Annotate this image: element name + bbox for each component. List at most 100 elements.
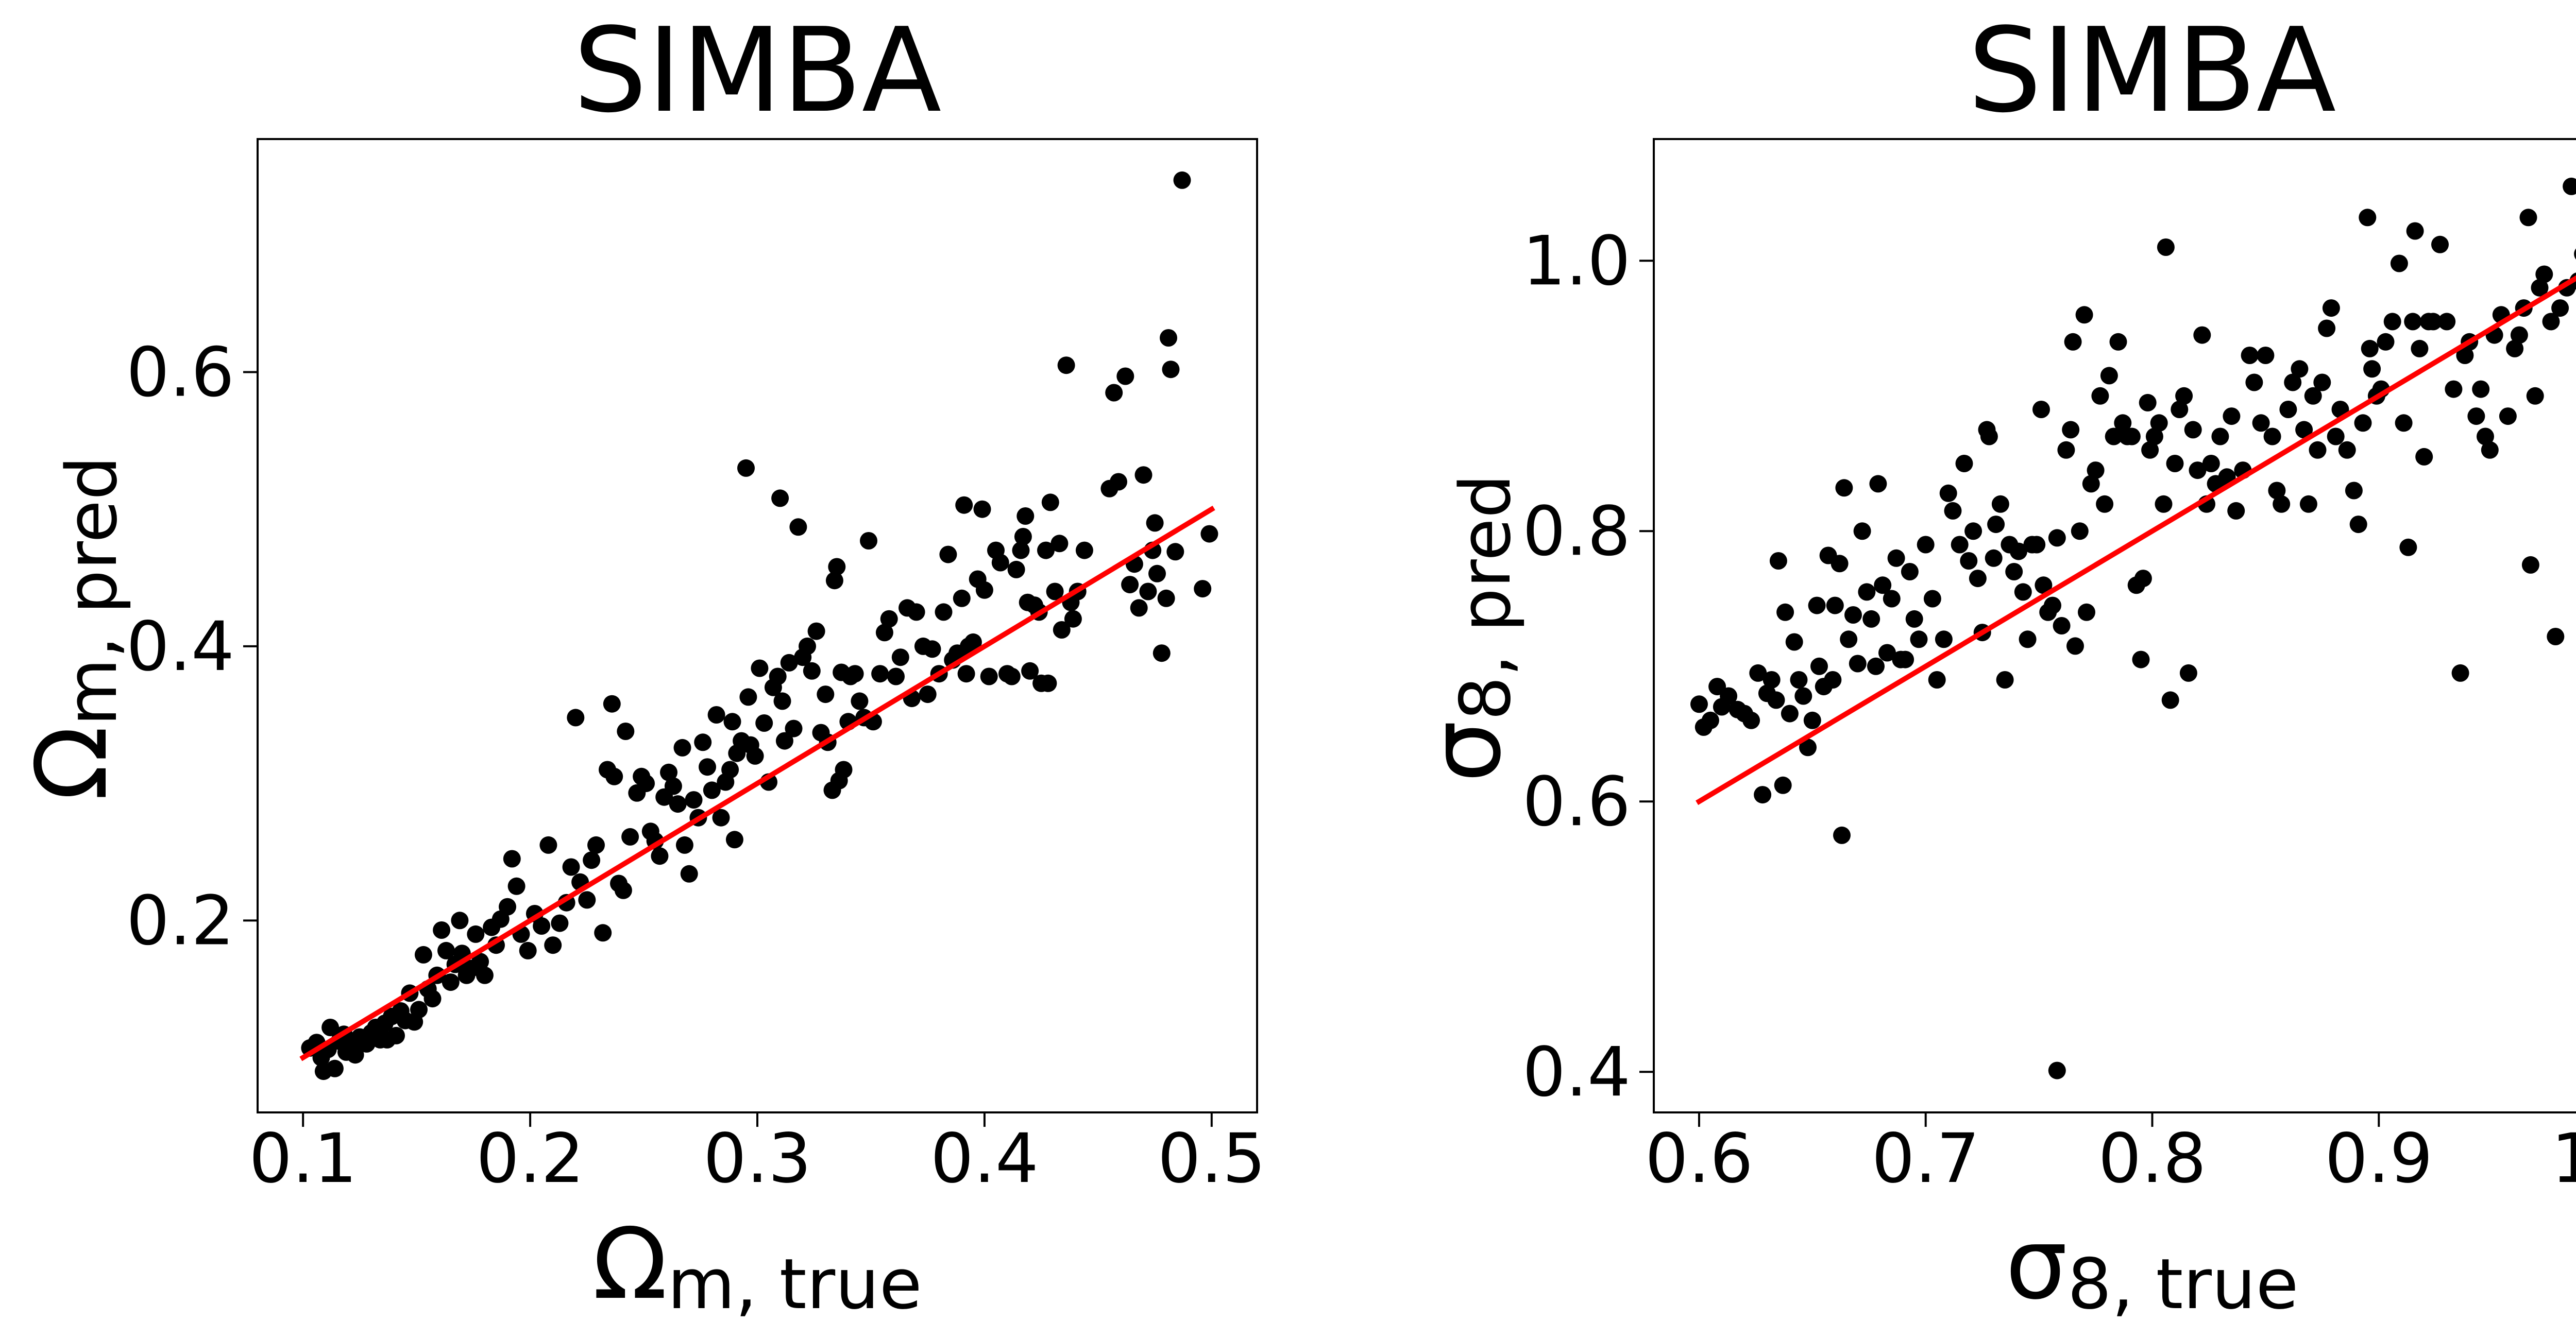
y-tick-label: 0.6	[126, 333, 234, 413]
scatter-point	[887, 667, 905, 685]
scatter-point	[2411, 339, 2429, 357]
scatter-point	[1007, 560, 1025, 578]
scatter-point	[346, 1046, 364, 1064]
reference-line	[299, 505, 1215, 1061]
scatter-point	[614, 881, 632, 899]
scatter-point	[1980, 427, 1998, 445]
scatter-point	[1905, 610, 1923, 628]
scatter-point	[1776, 603, 1794, 621]
scatter-point	[2377, 333, 2395, 351]
scatter-point	[2245, 373, 2263, 391]
scatter-point	[871, 665, 889, 683]
scatter-point	[2082, 475, 2100, 493]
scatter-point	[919, 685, 937, 704]
scatter-point	[2359, 209, 2377, 227]
scatter-point	[2273, 495, 2291, 513]
x-tick-label: 0.2	[476, 1119, 584, 1198]
scatter-point	[739, 688, 757, 706]
scatter-point	[387, 1026, 405, 1044]
scatter-point	[1162, 361, 1180, 379]
scatter-point	[578, 891, 596, 909]
scatter-point	[2510, 326, 2528, 344]
scatter-point	[2481, 441, 2499, 459]
scatter-point	[1053, 621, 1071, 639]
scatter-point	[442, 973, 460, 991]
x-tick-label: 0.7	[1872, 1119, 1980, 1198]
scatter-point	[2535, 265, 2553, 283]
scatter-point	[1853, 522, 1871, 540]
y-tick-label: 0.4	[126, 607, 234, 687]
scatter-point	[544, 936, 562, 954]
scatter-point	[2361, 339, 2379, 357]
scatter-point	[2291, 360, 2309, 378]
scatter-point	[603, 695, 621, 713]
scatter-point	[2062, 421, 2080, 439]
scatter-point	[1200, 525, 1218, 543]
scatter-point	[423, 990, 442, 1008]
scatter-point	[2211, 427, 2229, 445]
scatter-point	[673, 739, 691, 757]
scatter-point	[1790, 671, 1808, 689]
scatter-point	[2327, 427, 2345, 445]
scatter-point	[2032, 401, 2050, 418]
scatter-point	[2179, 664, 2197, 682]
scatter-point	[1896, 650, 1914, 668]
scatter-point	[712, 809, 730, 827]
scatter-point	[2354, 414, 2372, 432]
scatter-point	[2184, 421, 2202, 439]
scatter-point	[1173, 171, 1191, 189]
scatter-point	[326, 1059, 344, 1077]
scatter-point	[2551, 299, 2569, 317]
y-tick-label: 1.0	[1522, 221, 1631, 301]
scatter-point	[1835, 479, 1853, 497]
scatter-point	[2451, 664, 2469, 682]
scatter-point	[1844, 606, 1862, 624]
scatter-point	[2150, 414, 2168, 432]
scatter-point	[751, 659, 769, 677]
scatter-point	[957, 665, 975, 683]
scatter-point	[2318, 319, 2336, 337]
scatter-point	[2563, 177, 2576, 195]
scatter-point	[1003, 667, 1021, 685]
scatter-point	[964, 633, 982, 651]
scatter-point	[891, 648, 909, 666]
scatter-point	[2531, 279, 2549, 297]
scatter-point	[1037, 541, 1055, 559]
scatter-point	[2155, 495, 2173, 513]
scatter-point	[2477, 427, 2494, 445]
scatter-point	[2390, 254, 2408, 272]
scatter-point	[2075, 306, 2093, 324]
scatter-point	[1810, 657, 1828, 675]
scatter-point	[721, 761, 739, 779]
scatter-point	[2053, 617, 2071, 634]
scatter-point	[1849, 655, 1867, 673]
scatter-point	[1014, 528, 1032, 545]
scatter-point	[1869, 475, 1887, 493]
scatter-point	[1153, 644, 1171, 662]
scatter-point	[1858, 583, 1876, 601]
scatter-point	[2048, 1061, 2066, 1079]
scatter-point	[2299, 495, 2317, 513]
scatter-point	[1808, 596, 1826, 614]
scatter-point	[880, 610, 898, 628]
scatter-point	[2415, 448, 2433, 466]
scatter-point	[1781, 705, 1799, 723]
scatter-point	[1105, 384, 1123, 402]
x-tick-label: 0.5	[1158, 1119, 1266, 1198]
plot-area: 0.60.70.80.91.00.40.60.81.0	[1522, 138, 2576, 1198]
scatter-point	[1996, 671, 2014, 689]
x-tick-label: 0.3	[703, 1119, 811, 1198]
scatter-point	[2171, 401, 2189, 418]
scatter-point	[935, 603, 953, 621]
scatter-point	[1762, 671, 1781, 689]
scatter-point	[1774, 776, 1792, 794]
scatter-point	[567, 709, 585, 727]
scatter-point	[2123, 427, 2141, 445]
scatter-point	[2134, 570, 2152, 588]
scatter-point	[2161, 691, 2179, 709]
scatter-point	[2091, 387, 2109, 405]
scatter-point	[503, 850, 521, 868]
x-axis-label: Ωm, true	[592, 1207, 922, 1321]
scatter-point	[539, 836, 557, 854]
scatter-point	[1148, 564, 1166, 582]
